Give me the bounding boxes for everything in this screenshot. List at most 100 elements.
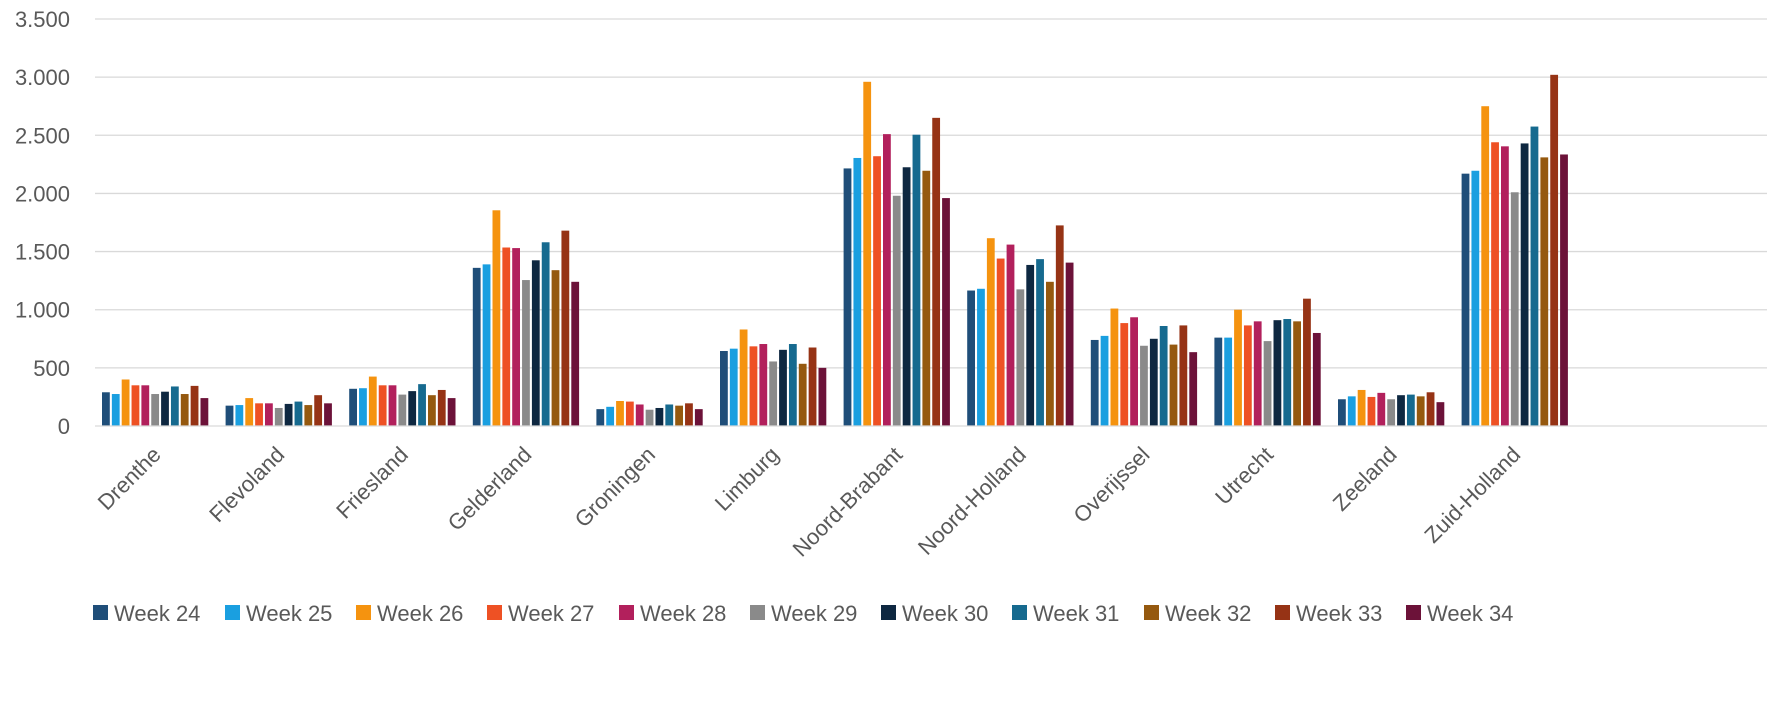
bar: [808, 347, 817, 426]
bar: [408, 391, 417, 426]
bar: [739, 329, 748, 426]
bar: [749, 346, 758, 426]
legend-label: Week 34: [1427, 601, 1513, 626]
legend-swatch: [1275, 605, 1290, 620]
bar: [294, 401, 303, 426]
bar: [551, 270, 560, 426]
bar: [1481, 106, 1490, 426]
y-tick-label: 2.000: [15, 181, 70, 206]
bar: [1338, 399, 1346, 426]
bar: [1436, 402, 1445, 426]
bar: [200, 398, 209, 426]
bar: [606, 406, 615, 426]
bar: [863, 81, 872, 427]
legend-label: Week 28: [640, 601, 726, 626]
bar: [161, 391, 169, 426]
bar: [1253, 321, 1262, 426]
bar: [779, 349, 787, 426]
category-label: Utrecht: [1210, 442, 1278, 510]
bar: [769, 361, 778, 426]
bar: [932, 117, 941, 426]
bar: [1461, 173, 1470, 426]
bar: [1234, 309, 1242, 426]
bar: [1406, 394, 1415, 426]
category-label: Friesland: [331, 442, 413, 524]
legend-label: Week 31: [1033, 601, 1119, 626]
bar: [492, 210, 501, 426]
legend-swatch: [1144, 605, 1159, 620]
bar: [1006, 244, 1015, 426]
bar: [378, 385, 387, 426]
bar: [447, 398, 456, 426]
bar: [1357, 389, 1366, 426]
bar: [304, 405, 313, 426]
gridlines: [95, 18, 1767, 369]
bar: [274, 407, 283, 426]
bar: [1273, 320, 1282, 426]
bar: [1046, 281, 1054, 426]
bar: [1377, 392, 1386, 426]
bar: [482, 264, 491, 426]
bar: [170, 386, 179, 426]
legend-swatch: [881, 605, 896, 620]
bar: [1036, 259, 1044, 426]
bar: [324, 403, 332, 426]
bar: [1387, 399, 1396, 426]
bar: [359, 388, 367, 426]
legend-swatch: [487, 605, 502, 620]
bar: [922, 170, 931, 426]
category-label: Limburg: [710, 442, 784, 516]
bar: [1179, 325, 1188, 426]
bar: [635, 404, 644, 426]
bar: [512, 248, 520, 426]
bar: [675, 405, 683, 426]
bar: [1100, 335, 1109, 426]
bar: [843, 168, 852, 427]
bar: [1016, 289, 1025, 426]
bar: [1283, 319, 1292, 426]
bar: [368, 376, 377, 426]
bar: [942, 198, 950, 426]
bar: [759, 344, 768, 426]
legend-label: Week 27: [508, 601, 594, 626]
bar: [531, 260, 540, 426]
bar: [729, 348, 738, 426]
bar: [225, 405, 234, 426]
bar: [1189, 352, 1198, 426]
bar: [912, 134, 921, 426]
bar: [1540, 157, 1549, 426]
y-tick-label: 500: [33, 356, 70, 381]
category-label: Noord-Holland: [913, 442, 1031, 560]
y-tick-label: 2.500: [15, 123, 70, 148]
bar: [655, 407, 664, 426]
bar: [853, 157, 862, 426]
bar: [314, 395, 323, 426]
bar: [1120, 323, 1129, 426]
bar: [1214, 337, 1223, 426]
bar: [1560, 154, 1568, 427]
bar: [141, 385, 150, 426]
bar: [418, 384, 426, 426]
bar: [694, 409, 703, 426]
bar: [720, 350, 728, 426]
category-label: Zeeland: [1328, 442, 1402, 516]
bar: [349, 388, 357, 426]
bars: [102, 74, 1568, 427]
y-tick-label: 3.000: [15, 65, 70, 90]
legend-label: Week 24: [114, 601, 200, 626]
bar: [596, 409, 605, 426]
bar: [131, 385, 140, 426]
bar: [235, 405, 244, 426]
legend-swatch: [356, 605, 371, 620]
bar: [1065, 262, 1074, 426]
bar: [1149, 338, 1158, 426]
bar: [902, 167, 911, 426]
bar: [1491, 142, 1499, 426]
bar: [472, 267, 481, 426]
legend-label: Week 30: [902, 601, 988, 626]
bar: [111, 394, 120, 426]
bar: [1169, 344, 1178, 426]
category-label: Noord-Brabant: [788, 442, 908, 562]
bar: [1130, 317, 1138, 426]
